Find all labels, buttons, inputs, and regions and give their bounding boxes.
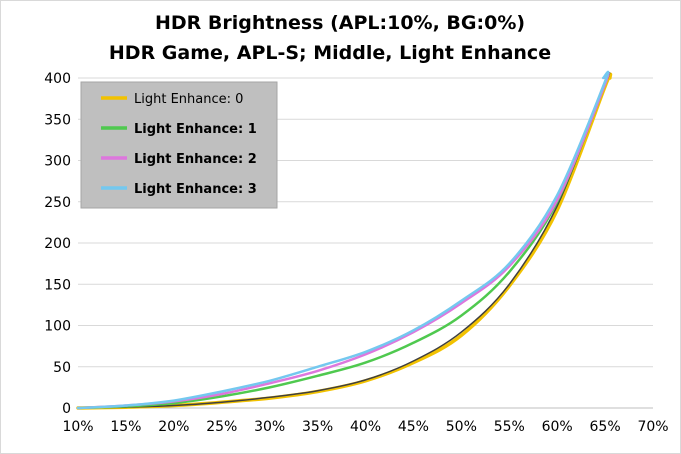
chart-title: HDR Brightness (APL:10%, BG:0%) — [155, 12, 525, 34]
x-tick-label: 70% — [637, 419, 668, 435]
y-tick-label: 400 — [44, 71, 71, 87]
series-line-3 — [76, 70, 610, 410]
x-tick-label: 30% — [254, 419, 285, 435]
x-tick-label: 65% — [590, 419, 621, 435]
legend-label: Light Enhance: 2 — [134, 152, 257, 167]
x-tick-label: 60% — [542, 419, 573, 435]
x-tick-label: 15% — [110, 419, 141, 435]
legend-label: Light Enhance: 1 — [134, 122, 257, 137]
y-tick-label: 100 — [44, 319, 71, 335]
legend: Light Enhance: 0 Light Enhance: 1 Light En… — [80, 81, 278, 209]
y-tick-label: 200 — [44, 236, 71, 252]
series-lines — [76, 70, 613, 410]
y-tick-label: 50 — [53, 360, 71, 376]
x-tick-label: 50% — [446, 419, 477, 435]
x-tick-label: 55% — [494, 419, 525, 435]
y-tick-label: 300 — [44, 154, 71, 170]
axes: 0 50 100 150 200 250 300 350 400 10% 15% 20% 25% 30% 3… — [44, 71, 668, 435]
x-tick-label: 40% — [350, 419, 381, 435]
x-tick-label: 35% — [302, 419, 333, 435]
legend-label: Light Enhance: 3 — [134, 182, 257, 197]
y-tick-label: 150 — [44, 277, 71, 293]
x-tick-label: 45% — [398, 419, 429, 435]
series-line-4 — [77, 72, 611, 409]
y-tick-label: 350 — [44, 112, 71, 128]
y-tick-label: 0 — [62, 401, 71, 417]
y-tick-label: 250 — [44, 195, 71, 211]
legend-label: Light Enhance: 0 — [134, 92, 243, 107]
chart-subtitle: HDR Game, APL-S; Middle, Light Enhance — [109, 42, 551, 64]
x-tick-label: 10% — [62, 419, 93, 435]
x-tick-label: 25% — [206, 419, 237, 435]
x-tick-label: 20% — [158, 419, 189, 435]
